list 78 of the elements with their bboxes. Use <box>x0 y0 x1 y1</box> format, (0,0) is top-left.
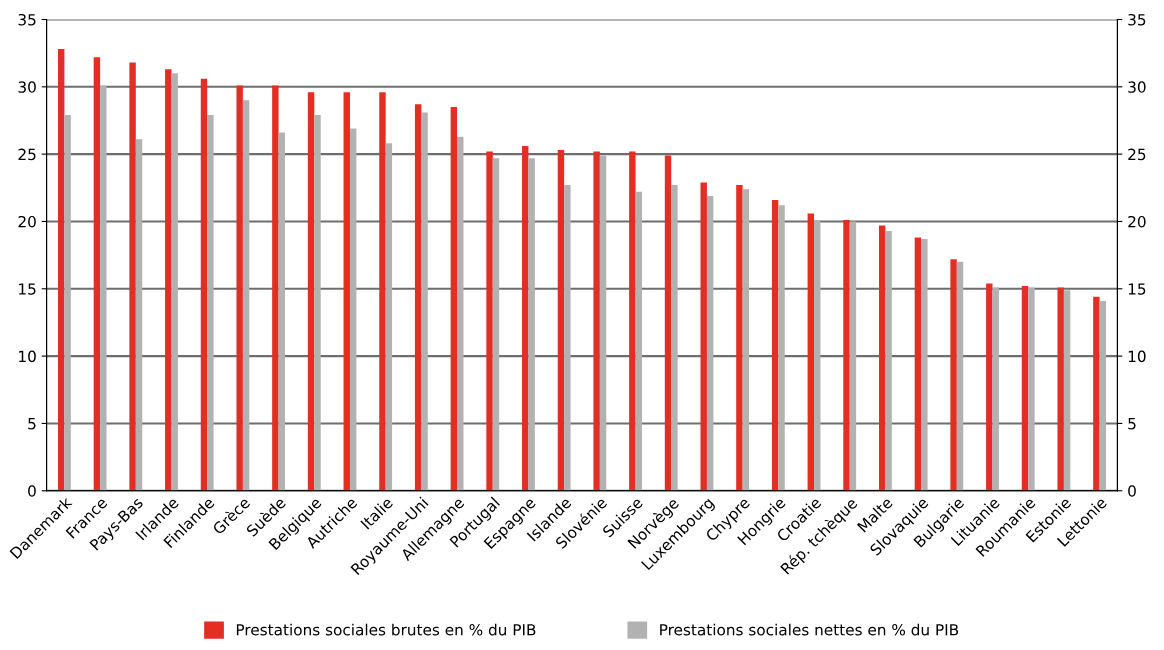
bar <box>992 287 999 491</box>
bar <box>414 104 422 491</box>
bar <box>807 213 815 491</box>
bar <box>742 189 750 491</box>
bar <box>564 185 571 491</box>
bar <box>1021 286 1029 491</box>
bar <box>629 151 636 491</box>
bar <box>671 185 678 491</box>
bar <box>343 92 350 491</box>
y-tick-label: 30 <box>18 81 36 93</box>
y2-tick-label: 15 <box>1128 283 1146 295</box>
bar <box>950 259 957 491</box>
bar <box>200 78 208 491</box>
bar <box>171 73 178 491</box>
bar <box>421 112 428 491</box>
bar <box>599 155 607 491</box>
y-tick-label: 15 <box>19 283 36 295</box>
bar <box>165 69 172 491</box>
bar <box>814 220 821 491</box>
legend-label: Prestations sociales brutes en % du PIB <box>236 623 536 636</box>
bar <box>736 185 743 491</box>
bar <box>522 146 529 491</box>
bar <box>64 115 71 491</box>
bar <box>135 139 143 491</box>
bar <box>1093 296 1100 491</box>
bar <box>379 92 386 491</box>
bar <box>385 143 393 491</box>
bar <box>528 158 535 491</box>
bar <box>885 230 892 491</box>
bar <box>236 85 243 491</box>
bar <box>1028 287 1035 491</box>
bar <box>593 151 600 491</box>
y-tick-label: 5 <box>28 418 36 430</box>
bar <box>706 195 714 491</box>
bar <box>771 199 779 491</box>
bar <box>778 205 785 491</box>
y-tick-label: 0 <box>28 485 36 497</box>
bar <box>314 115 321 491</box>
y2-tick-label: 0 <box>1128 485 1136 497</box>
bar <box>635 191 642 491</box>
bar <box>129 62 136 491</box>
bar <box>1063 290 1071 491</box>
bar <box>100 85 107 491</box>
bar <box>557 150 565 491</box>
bar <box>664 155 672 491</box>
bar <box>1057 287 1064 491</box>
bar <box>986 283 993 491</box>
y2-tick-label: 5 <box>1128 418 1136 430</box>
bar <box>956 261 964 491</box>
y2-tick-label: 30 <box>1128 81 1146 93</box>
y2-tick-label: 25 <box>1128 148 1146 161</box>
bar <box>1099 300 1107 491</box>
bar <box>492 158 500 491</box>
bar <box>278 132 286 491</box>
y-tick-label: 20 <box>18 215 36 228</box>
bar <box>307 92 315 491</box>
y-tick-label: 35 <box>18 13 36 26</box>
bar <box>914 237 922 491</box>
bar <box>207 115 214 491</box>
y2-tick-label: 35 <box>1128 13 1146 26</box>
bar <box>242 100 250 491</box>
bar <box>849 221 857 491</box>
bar <box>700 182 707 491</box>
bar <box>878 225 886 491</box>
bar <box>349 128 357 491</box>
y2-tick-label: 10 <box>1128 350 1146 363</box>
bar <box>93 57 101 491</box>
bar <box>921 238 928 491</box>
bar <box>450 107 458 491</box>
y-tick-label: 25 <box>18 148 36 161</box>
bar <box>843 220 850 491</box>
y2-tick-label: 20 <box>1128 215 1146 228</box>
bar <box>57 49 65 491</box>
bar <box>486 151 493 491</box>
bar <box>457 136 464 491</box>
legend-label: Prestations sociales nettes en % du PIB <box>660 623 959 636</box>
y-tick-label: 10 <box>19 350 36 363</box>
bar <box>272 85 279 491</box>
